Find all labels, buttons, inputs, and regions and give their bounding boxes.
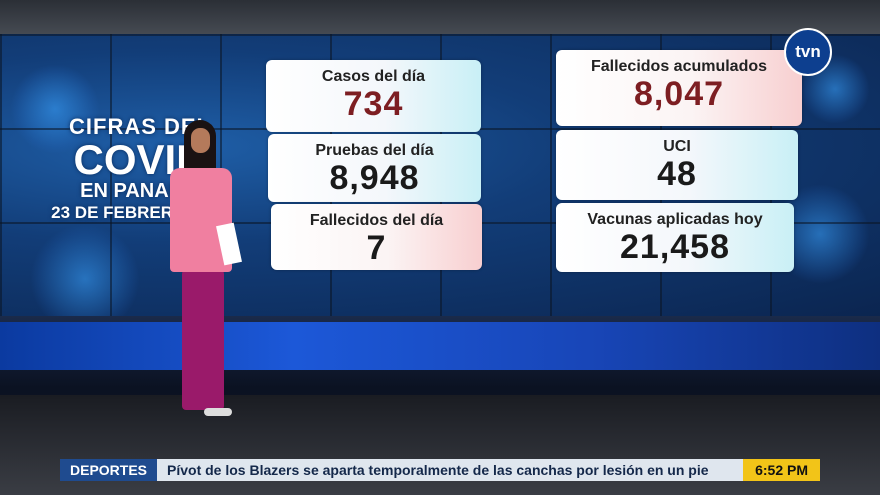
uci-value: 48: [657, 155, 697, 193]
vacunas-label: Vacunas aplicadas hoy: [587, 211, 763, 228]
card-pruebas: Pruebas del día 8,948: [268, 134, 481, 202]
ticker-headline: Pívot de los Blazers se aparta temporalm…: [167, 462, 709, 478]
fallecidos-label: Fallecidos del día: [309, 212, 444, 229]
pruebas-value: 8,948: [329, 159, 420, 197]
presenter-shoe: [204, 408, 232, 416]
ticker-time: 6:52 PM: [743, 459, 820, 481]
card-casos: Casos del día 734: [266, 60, 481, 132]
tvn-logo: tvn: [784, 28, 832, 76]
casos-label: Casos del día: [321, 68, 426, 85]
led-strip: [0, 322, 880, 370]
card-acumulados: Fallecidos acumulados 8,047: [556, 50, 802, 126]
acumulados-value: 8,047: [633, 75, 725, 113]
casos-value: 734: [343, 85, 404, 123]
presenter-pants: [182, 270, 224, 410]
fallecidos-value: 7: [366, 229, 387, 267]
card-uci: UCI 48: [556, 130, 798, 200]
card-fallecidos: Fallecidos del día 7: [271, 204, 482, 270]
acumulados-label: Fallecidos acumulados: [590, 58, 768, 75]
pruebas-label: Pruebas del día: [315, 142, 434, 159]
card-vacunas: Vacunas aplicadas hoy 21,458: [556, 203, 794, 272]
uci-label: UCI: [663, 138, 691, 155]
news-ticker: DEPORTES Pívot de los Blazers se aparta …: [60, 459, 820, 481]
studio-ceiling: [0, 0, 880, 40]
presenter-face: [191, 128, 210, 153]
vacunas-value: 21,458: [620, 228, 730, 266]
title-line-3: EN PANAMÁ: [80, 180, 200, 202]
ticker-category: DEPORTES: [60, 459, 158, 481]
presenter: [160, 120, 260, 420]
